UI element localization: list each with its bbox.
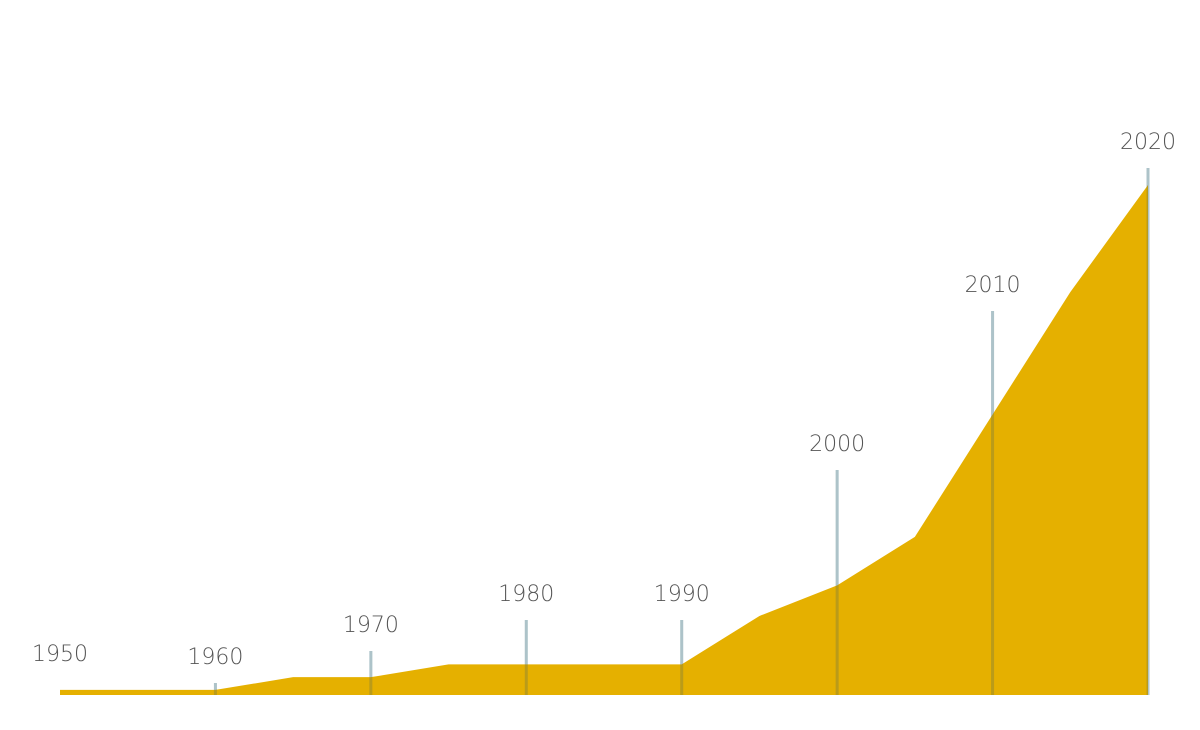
area bbox=[60, 185, 1148, 695]
x-tick-label: 1960 bbox=[187, 645, 243, 670]
x-tick-label: 2020 bbox=[1120, 130, 1176, 155]
x-tick-label: 1980 bbox=[498, 582, 554, 607]
x-tick-label: 2010 bbox=[965, 273, 1021, 298]
x-tick-label: 1950 bbox=[32, 642, 88, 667]
x-tick-label: 1970 bbox=[343, 613, 399, 638]
x-tick-label: 1990 bbox=[654, 582, 710, 607]
x-tick-label: 2000 bbox=[809, 432, 865, 457]
